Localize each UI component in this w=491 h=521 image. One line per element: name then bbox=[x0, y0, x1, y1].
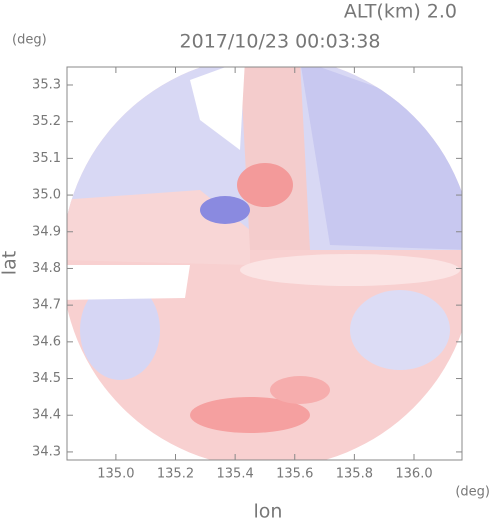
x-tick-label: 135.4 bbox=[217, 467, 254, 482]
chart-title: 2017/10/23 00:03:38 bbox=[180, 31, 381, 53]
y-tick-label: 34.6 bbox=[32, 334, 61, 349]
x-tick-label: 135.6 bbox=[276, 467, 313, 482]
y-tick-label: 35.3 bbox=[32, 77, 61, 92]
y-tick-label: 34.9 bbox=[32, 224, 61, 239]
y-tick-label: 35.0 bbox=[32, 188, 61, 203]
y-tick-label: 35.1 bbox=[32, 151, 61, 166]
x-tick-label: 135.8 bbox=[336, 467, 373, 482]
y-unit: (deg) bbox=[12, 33, 47, 48]
y-axis-label: lat bbox=[0, 251, 21, 275]
x-unit: (deg) bbox=[455, 485, 490, 500]
y-tick-label: 34.5 bbox=[32, 371, 61, 386]
x-tick-label: 135.2 bbox=[157, 467, 194, 482]
x-axis-label: lon bbox=[254, 501, 283, 521]
y-tick-label: 34.8 bbox=[32, 261, 61, 276]
y-tick-label: 34.3 bbox=[32, 444, 61, 459]
y-tick-label: 34.7 bbox=[32, 298, 61, 313]
y-tick-label: 35.2 bbox=[32, 114, 61, 129]
plot-frame bbox=[66, 66, 463, 461]
y-tick-label: 34.4 bbox=[32, 408, 61, 423]
radar-field bbox=[67, 67, 462, 460]
x-tick-label: 136.0 bbox=[395, 467, 432, 482]
altitude-label: ALT(km) 2.0 bbox=[344, 1, 457, 23]
x-tick-label: 135.0 bbox=[97, 467, 134, 482]
